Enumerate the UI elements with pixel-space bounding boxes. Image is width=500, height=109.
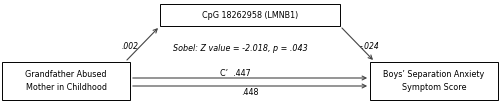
Text: .448: .448 xyxy=(241,88,259,96)
Text: Sobel: Z value = -2.018, p = .043: Sobel: Z value = -2.018, p = .043 xyxy=(172,43,308,53)
FancyBboxPatch shape xyxy=(370,62,498,100)
FancyBboxPatch shape xyxy=(2,62,130,100)
Text: Grandfather Abused
Mother in Childhood: Grandfather Abused Mother in Childhood xyxy=(25,70,107,92)
Text: Boys’ Separation Anxiety
Symptom Score: Boys’ Separation Anxiety Symptom Score xyxy=(384,70,484,92)
FancyBboxPatch shape xyxy=(160,4,340,26)
Text: CpG 18262958 (LMNB1): CpG 18262958 (LMNB1) xyxy=(202,10,298,20)
Text: C’  .447: C’ .447 xyxy=(220,68,250,77)
Text: -.024: -.024 xyxy=(360,42,380,50)
Text: .002: .002 xyxy=(122,42,139,50)
